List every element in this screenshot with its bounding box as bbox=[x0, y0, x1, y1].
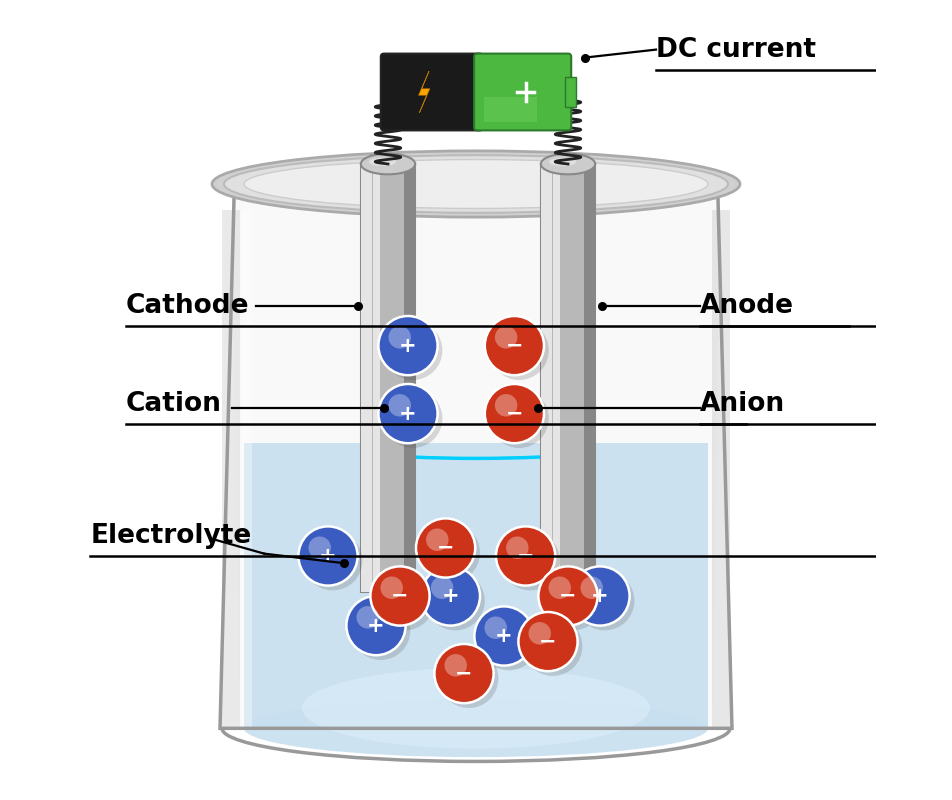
Ellipse shape bbox=[224, 155, 728, 213]
Circle shape bbox=[384, 321, 443, 380]
Circle shape bbox=[381, 577, 403, 599]
Circle shape bbox=[539, 566, 598, 626]
Bar bbox=[484, 97, 537, 122]
Text: +: + bbox=[591, 586, 609, 606]
Text: +: + bbox=[399, 403, 417, 424]
Text: +: + bbox=[442, 586, 459, 606]
Circle shape bbox=[308, 537, 331, 559]
Text: −: − bbox=[539, 632, 557, 651]
Bar bbox=[373, 164, 381, 592]
Bar bbox=[553, 164, 561, 592]
Circle shape bbox=[375, 571, 434, 630]
Text: +: + bbox=[367, 616, 385, 635]
Ellipse shape bbox=[302, 668, 650, 749]
Circle shape bbox=[548, 577, 571, 599]
Circle shape bbox=[347, 596, 406, 655]
Circle shape bbox=[485, 384, 544, 443]
Circle shape bbox=[439, 649, 499, 708]
Polygon shape bbox=[244, 443, 708, 728]
Bar bbox=[585, 164, 595, 592]
Text: −: − bbox=[506, 336, 524, 355]
Circle shape bbox=[388, 326, 411, 349]
Circle shape bbox=[298, 526, 358, 586]
Bar bbox=[541, 164, 595, 592]
Ellipse shape bbox=[369, 158, 396, 166]
Ellipse shape bbox=[244, 159, 708, 209]
Text: −: − bbox=[391, 586, 408, 606]
Text: DC current: DC current bbox=[656, 37, 816, 62]
Text: Anode: Anode bbox=[700, 293, 794, 318]
Ellipse shape bbox=[541, 154, 595, 174]
Circle shape bbox=[519, 612, 578, 671]
Text: −: − bbox=[559, 586, 577, 606]
Circle shape bbox=[370, 566, 429, 626]
Circle shape bbox=[356, 606, 379, 629]
Circle shape bbox=[489, 389, 548, 448]
Circle shape bbox=[416, 518, 475, 578]
Bar bbox=[541, 164, 551, 592]
Circle shape bbox=[431, 577, 453, 599]
Circle shape bbox=[378, 316, 438, 375]
Circle shape bbox=[426, 529, 448, 551]
Text: Electrolyte: Electrolyte bbox=[90, 523, 251, 549]
Text: +: + bbox=[495, 626, 513, 646]
Polygon shape bbox=[232, 184, 720, 728]
FancyBboxPatch shape bbox=[474, 54, 571, 130]
Text: Cation: Cation bbox=[126, 391, 222, 417]
Bar bbox=[712, 210, 729, 728]
Circle shape bbox=[570, 566, 629, 626]
Text: −: − bbox=[455, 664, 473, 683]
Bar bbox=[361, 164, 415, 592]
Bar bbox=[223, 210, 240, 728]
Circle shape bbox=[528, 622, 551, 645]
Circle shape bbox=[485, 617, 507, 639]
Circle shape bbox=[421, 566, 480, 626]
Circle shape bbox=[479, 611, 539, 670]
Circle shape bbox=[544, 571, 603, 630]
Circle shape bbox=[445, 654, 467, 677]
Text: +: + bbox=[399, 336, 417, 355]
Text: Anion: Anion bbox=[700, 391, 785, 417]
Ellipse shape bbox=[244, 699, 708, 757]
Bar bbox=[243, 210, 252, 728]
Circle shape bbox=[388, 394, 411, 417]
Circle shape bbox=[384, 389, 443, 448]
Circle shape bbox=[501, 531, 560, 590]
Bar bbox=[405, 164, 415, 592]
Ellipse shape bbox=[361, 154, 415, 174]
Circle shape bbox=[378, 384, 438, 443]
Circle shape bbox=[524, 617, 583, 676]
Bar bbox=[361, 164, 371, 592]
Circle shape bbox=[485, 316, 544, 375]
Circle shape bbox=[495, 326, 517, 349]
Bar bbox=[565, 77, 576, 107]
Text: Cathode: Cathode bbox=[126, 293, 249, 318]
Circle shape bbox=[506, 537, 528, 559]
Text: +: + bbox=[319, 546, 337, 566]
Circle shape bbox=[426, 571, 485, 630]
FancyBboxPatch shape bbox=[381, 54, 483, 130]
Polygon shape bbox=[419, 71, 429, 113]
Ellipse shape bbox=[212, 151, 740, 217]
Circle shape bbox=[421, 523, 480, 582]
Ellipse shape bbox=[549, 158, 576, 166]
Circle shape bbox=[303, 531, 363, 590]
Circle shape bbox=[489, 321, 548, 380]
Text: −: − bbox=[506, 403, 524, 424]
Circle shape bbox=[575, 571, 634, 630]
Circle shape bbox=[496, 526, 555, 586]
Text: −: − bbox=[517, 546, 534, 566]
Circle shape bbox=[351, 601, 410, 660]
Circle shape bbox=[581, 577, 603, 599]
Circle shape bbox=[434, 644, 493, 703]
Circle shape bbox=[495, 394, 517, 417]
Text: −: − bbox=[437, 538, 454, 558]
Circle shape bbox=[474, 606, 534, 666]
